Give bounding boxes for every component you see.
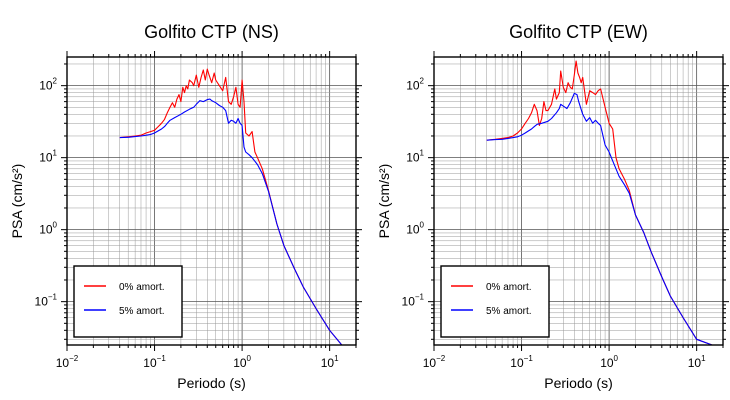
- plot-frame: [433, 56, 724, 346]
- y-axis-label: PSA (cm/s²): [9, 164, 25, 239]
- chart-title: Golfito CTP (NS): [144, 22, 279, 42]
- y-tick-label: 100: [39, 221, 57, 237]
- x-axis-label: Periodo (s): [544, 375, 612, 391]
- y-tick-label: 101: [39, 149, 57, 165]
- legend-box: [73, 265, 183, 338]
- axis-ticks: [61, 51, 362, 351]
- x-tick-label: 101: [688, 354, 706, 370]
- y-tick-label: 102: [39, 77, 57, 93]
- chart-title: Golfito CTP (EW): [509, 22, 648, 42]
- x-axis-label: Periodo (s): [177, 375, 245, 391]
- y-tick-label: 10−1: [402, 293, 425, 309]
- y-tick-label: 100: [406, 221, 424, 237]
- plot-frame: [66, 56, 357, 346]
- legend-box: [440, 265, 550, 338]
- x-tick-label: 10−2: [56, 354, 79, 370]
- x-tick-label: 10−1: [143, 354, 166, 370]
- series-group: [486, 60, 713, 345]
- axis-ticks: [428, 51, 729, 351]
- x-tick-label: 100: [600, 354, 618, 370]
- chart-panel-0: 10−2 10−1 100 101 10−1 100 101 102 Golfito CTP (…: [9, 22, 362, 391]
- x-tick-label: 101: [321, 354, 339, 370]
- y-tick-label: 102: [406, 77, 424, 93]
- x-tick-label: 10−1: [510, 354, 533, 370]
- legend-label: 0% amort.: [119, 282, 165, 293]
- chart-panel-1: 10−2 10−1 100 101 10−1 100 101 102 Golfito CTP (…: [376, 22, 729, 391]
- series-line-damped: [486, 92, 713, 345]
- y-tick-label: 101: [406, 149, 424, 165]
- legend: 0% amort. 5% amort.: [73, 265, 183, 338]
- x-tick-label: 10−2: [423, 354, 446, 370]
- y-axis-label: PSA (cm/s²): [376, 164, 392, 239]
- legend-label: 5% amort.: [486, 306, 532, 317]
- series-group: [119, 68, 343, 345]
- series-line-damped: [119, 98, 343, 345]
- x-tick-label: 100: [233, 354, 251, 370]
- series-line-undamped: [486, 60, 713, 345]
- legend: 0% amort. 5% amort.: [440, 265, 550, 338]
- legend-label: 0% amort.: [486, 282, 532, 293]
- legend-label: 5% amort.: [119, 306, 165, 317]
- y-tick-label: 10−1: [35, 293, 58, 309]
- series-line-undamped: [119, 68, 343, 345]
